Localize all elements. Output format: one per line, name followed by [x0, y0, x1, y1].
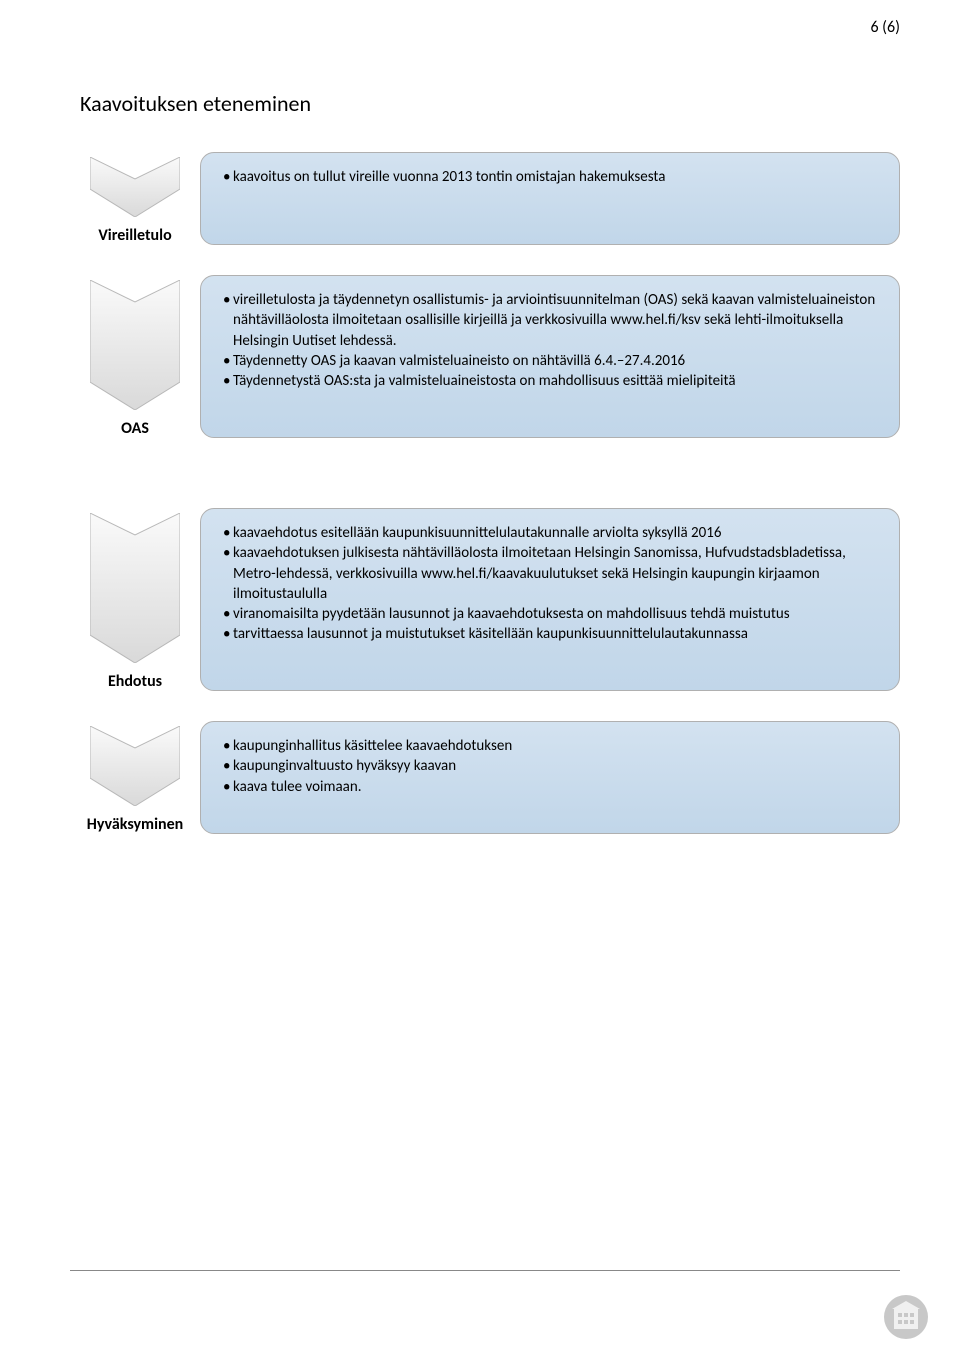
stages-container: Vireilletulo kaavoitus on tullut vireille… — [70, 152, 900, 834]
stage-content-box: kaupunginhallitus käsittelee kaavaehdotu… — [200, 721, 900, 834]
stage-label: Vireilletulo — [98, 226, 171, 245]
footer-logo-icon — [882, 1293, 930, 1341]
stage-row: Vireilletulo kaavoitus on tullut vireille… — [70, 152, 900, 245]
stage-content-box: vireilletulosta ja täydennetyn osallistu… — [200, 275, 900, 438]
stage-item: kaavaehdotuksen julkisesta nähtävilläolo… — [223, 543, 877, 604]
stage-label: Ehdotus — [108, 672, 162, 691]
stage-item: viranomaisilta pyydetään lausunnot ja ka… — [223, 604, 877, 624]
stage-label: OAS — [121, 419, 149, 438]
footer-divider — [70, 1270, 900, 1271]
chevron-down-icon — [90, 157, 180, 222]
chevron-down-icon — [90, 726, 180, 811]
stage-row: Hyväksyminen kaupunginhallitus käsittelee… — [70, 721, 900, 834]
stage-row: OAS vireilletulosta ja täydennetyn osalli… — [70, 275, 900, 438]
stage-chevron-column: Ehdotus — [70, 508, 200, 691]
stage-item: Täydennetystä OAS:sta ja valmisteluainei… — [223, 371, 877, 391]
stage-item: kaupunginhallitus käsittelee kaavaehdotu… — [223, 736, 877, 756]
stage-item: Täydennetty OAS ja kaavan valmisteluaine… — [223, 351, 877, 371]
stage-label: Hyväksyminen — [87, 815, 183, 834]
chevron-down-icon — [90, 513, 180, 668]
stage-item: tarvittaessa lausunnot ja muistutukset k… — [223, 624, 877, 644]
stage-item-list: vireilletulosta ja täydennetyn osallistu… — [223, 290, 877, 391]
page-number: 6 (6) — [870, 18, 900, 37]
stage-item-list: kaupunginhallitus käsittelee kaavaehdotu… — [223, 736, 877, 797]
stage-chevron-column: Hyväksyminen — [70, 721, 200, 834]
stage-item: kaupunginvaltuusto hyväksyy kaavan — [223, 756, 877, 776]
stage-item: vireilletulosta ja täydennetyn osallistu… — [223, 290, 877, 351]
stage-row: Ehdotus kaavaehdotus esitellään kaupunkis… — [70, 508, 900, 691]
stage-chevron-column: Vireilletulo — [70, 152, 200, 245]
stage-item: kaava tulee voimaan. — [223, 777, 877, 797]
chevron-down-icon — [90, 280, 180, 415]
stage-item: kaavaehdotus esitellään kaupunkisuunnitt… — [223, 523, 877, 543]
page-title: Kaavoituksen eteneminen — [80, 90, 900, 117]
stage-content-box: kaavoitus on tullut vireille vuonna 2013… — [200, 152, 900, 245]
stage-content-box: kaavaehdotus esitellään kaupunkisuunnitt… — [200, 508, 900, 691]
stage-chevron-column: OAS — [70, 275, 200, 438]
stage-item: kaavoitus on tullut vireille vuonna 2013… — [223, 167, 877, 187]
stage-item-list: kaavaehdotus esitellään kaupunkisuunnitt… — [223, 523, 877, 645]
stage-item-list: kaavoitus on tullut vireille vuonna 2013… — [223, 167, 877, 187]
